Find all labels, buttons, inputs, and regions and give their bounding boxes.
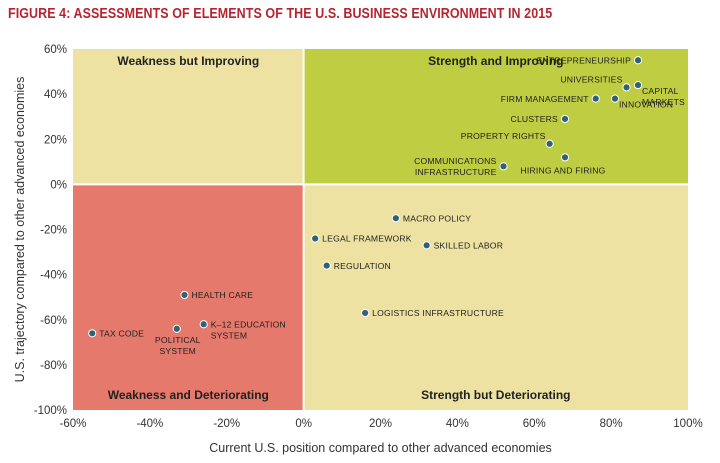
- data-point: [422, 241, 431, 250]
- y-axis-label: U.S. trajectory compared to other advanc…: [13, 77, 27, 383]
- quadrant-bl: [73, 185, 303, 410]
- data-point: [633, 56, 643, 65]
- x-tick-label: 80%: [600, 418, 623, 430]
- point-label: LEGAL FRAMEWORK: [322, 234, 412, 244]
- data-point: [591, 94, 600, 103]
- point-label: COMMUNICATIONS INFRASTRUCTURE: [414, 156, 496, 177]
- x-tick-label: 100%: [673, 418, 702, 430]
- y-tick-label: -40%: [40, 270, 67, 282]
- data-point: [88, 329, 97, 338]
- y-tick-label: -100%: [34, 405, 67, 417]
- data-point: [545, 139, 554, 148]
- point-label: UNIVERSITIES: [560, 74, 622, 84]
- data-point: [322, 261, 331, 270]
- quadrant-label-tr: Strength and Improving: [428, 54, 563, 68]
- point-label: ENTREPRENEURSHIP: [537, 55, 631, 65]
- point-label: POLITICAL SYSTEM: [155, 335, 201, 356]
- point-label: FIRM MANAGEMENT: [501, 94, 590, 104]
- x-tick-label: -40%: [136, 418, 163, 430]
- x-axis-ticks: -60% -40% -20% 0% 20% 40% 60% 80% 100%: [60, 418, 703, 430]
- data-point: [499, 162, 508, 171]
- data-point: [391, 214, 400, 223]
- data-point: [180, 290, 189, 300]
- y-tick-label: 60%: [44, 44, 67, 56]
- point-label: CLUSTERS: [511, 114, 559, 124]
- data-point: [199, 320, 208, 329]
- x-tick-label: 20%: [369, 418, 392, 430]
- data-points: ENTREPRENEURSHIP UNIVERSITIES CAPITAL MARKE…: [88, 55, 685, 356]
- x-tick-label: 40%: [446, 418, 469, 430]
- quadrant-label-tl: Weakness but Improving: [117, 54, 259, 68]
- data-point: [610, 94, 620, 103]
- data-point: [311, 234, 320, 243]
- y-tick-label: -60%: [40, 315, 67, 327]
- point-label: HEALTH CARE: [191, 290, 253, 300]
- point-label: CAPITAL MARKETS: [642, 86, 685, 107]
- x-tick-label: 0%: [295, 418, 312, 430]
- quadrant-labels: Weakness but Improving Strength and Impro…: [108, 54, 571, 402]
- point-label: MACRO POLICY: [403, 213, 471, 223]
- quadrant-tl: [73, 49, 303, 184]
- y-tick-label: -80%: [40, 360, 67, 372]
- point-label: HIRING AND FIRING: [520, 165, 605, 175]
- quadrant-br: [304, 185, 688, 410]
- x-tick-label: 60%: [523, 418, 546, 430]
- figure-title: FIGURE 4: ASSESSMENTS OF ELEMENTS OF THE…: [8, 6, 553, 22]
- point-label: PROPERTY RIGHTS: [461, 131, 546, 141]
- data-point: [361, 308, 370, 318]
- data-point: [633, 81, 643, 90]
- y-tick-label: 20%: [44, 134, 67, 146]
- point-label: K–12 EDUCATION SYSTEM: [211, 319, 286, 340]
- x-axis-label: Current U.S. position compared to other …: [209, 441, 552, 455]
- point-label: REGULATION: [334, 261, 391, 271]
- quadrant-label-bl: Weakness and Deteriorating: [108, 388, 269, 402]
- x-tick-label: -20%: [213, 418, 240, 430]
- y-tick-label: 0%: [50, 179, 67, 191]
- data-point: [622, 83, 631, 92]
- point-label: SKILLED LABOR: [434, 240, 503, 250]
- quadrant-tr: [304, 49, 688, 184]
- y-tick-label: 40%: [44, 89, 67, 101]
- data-point: [560, 153, 570, 162]
- point-label: LOGISTICS INFRASTRUCTURE: [372, 308, 504, 318]
- data-point: [172, 324, 181, 333]
- point-label: TAX CODE: [99, 328, 144, 338]
- quadrant-backgrounds: [73, 49, 688, 410]
- data-point: [560, 114, 570, 124]
- quadrant-label-br: Strength but Deteriorating: [421, 388, 570, 402]
- y-axis-ticks: 60% 40% 20% 0% -20% -40% -60% -80% -100%: [34, 44, 67, 417]
- y-tick-label: -20%: [40, 225, 67, 237]
- point-label: INNOVATION: [619, 100, 673, 110]
- x-tick-label: -60%: [60, 418, 87, 430]
